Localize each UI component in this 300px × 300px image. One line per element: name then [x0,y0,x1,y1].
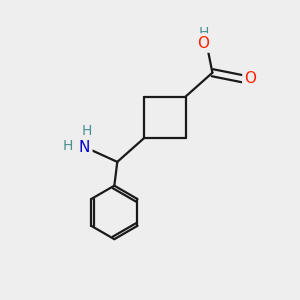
Text: H: H [82,124,92,138]
Text: O: O [197,35,209,50]
Text: O: O [244,71,256,86]
Text: H: H [198,26,209,40]
Text: H: H [63,140,74,153]
Text: N: N [79,140,90,154]
